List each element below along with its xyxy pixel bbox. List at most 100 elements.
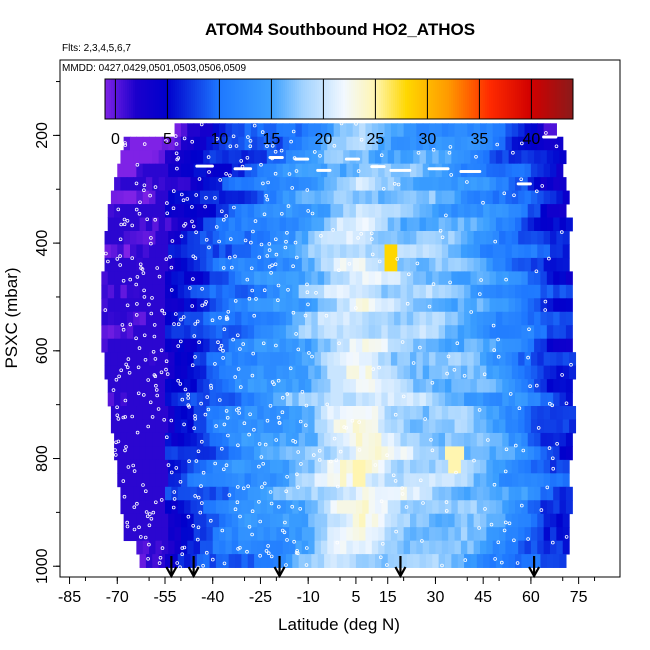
colorbar-swatch [469,79,472,119]
heat-cell [499,257,507,272]
heat-cell [276,352,284,367]
sample-point [276,415,281,420]
sample-point [181,198,186,203]
colorbar-swatch [341,79,344,119]
heat-cell [149,136,157,151]
sample-point [186,403,191,408]
heat-cell [254,446,262,461]
heat-cell [193,419,201,434]
heat-cell [254,392,262,407]
heat-cell [336,311,344,326]
heat-cell [381,338,389,353]
sample-point [141,483,145,487]
colorbar-swatch [287,79,290,119]
heat-cell [397,365,405,380]
heat-cell [508,284,516,299]
heat-cell [515,217,522,232]
heat-cell [502,392,510,407]
heat-cell [324,432,332,447]
sample-point [123,398,128,403]
heat-cell [454,473,462,488]
heat-cell [193,163,201,178]
heat-cell [416,230,424,245]
heat-cell [448,527,456,542]
colorbar-swatch [299,79,302,119]
colorbar-swatch [179,79,182,119]
heat-cell [400,177,408,191]
sample-point [116,417,121,421]
heat-cell [384,163,392,178]
heat-cell [518,257,526,272]
heat-cell [371,419,379,434]
heat-cell [314,257,322,272]
heat-cell [565,325,573,340]
heat-cell [400,204,408,218]
heat-cell [327,244,335,259]
sample-point [201,563,205,568]
heat-cell [352,513,360,528]
heat-cell [492,190,500,205]
heat-cell [184,432,192,447]
sample-point [350,418,355,423]
heat-cell [228,284,236,299]
sample-point [150,296,154,300]
colorbar-swatch [211,79,214,119]
heat-cell [336,500,344,515]
heat-cell [295,136,303,151]
heat-cell [419,271,427,286]
colorbar-tick-label: 30 [419,131,437,148]
heat-cell [438,177,446,191]
heat-cell [416,540,424,555]
sample-point [192,334,197,338]
heat-cell [473,365,481,380]
colorbar-swatch [541,79,544,119]
heat-cell [270,244,277,259]
sample-point [237,411,242,415]
sample-point [280,410,285,415]
heat-cell [107,379,115,393]
sample-point [123,448,127,453]
heat-cell [419,217,427,232]
heat-cell [270,540,277,555]
heat-cell [518,459,526,474]
sample-point [247,524,252,529]
heat-cell [149,365,157,380]
heat-cell [368,379,376,393]
heat-cell [257,163,265,178]
heat-cell [206,257,214,272]
heat-cell [400,379,408,393]
sample-point [239,385,243,389]
heat-cell [203,284,211,299]
heat-cell [352,123,360,138]
heat-cell [200,513,207,528]
heat-cell [301,190,309,205]
heat-cell [505,244,513,259]
heat-cell [203,204,211,218]
heat-cell [101,298,109,313]
heat-cell [460,527,468,542]
sample-point [527,327,531,332]
colorbar-swatch [335,79,338,119]
sample-point [274,252,279,257]
heat-cell [292,379,300,393]
heat-cell [556,473,564,488]
heat-cell [171,325,179,340]
sample-point [293,440,298,444]
heat-cell [171,446,179,461]
heat-cell [511,136,519,151]
sample-point [122,217,127,222]
heat-cell [349,554,357,568]
sample-point [385,563,389,567]
heat-cell [346,230,354,245]
heat-cell [165,432,172,447]
heat-cell [387,392,395,407]
heat-cell [317,432,325,447]
heat-cell [355,217,363,232]
heat-cell [387,204,395,218]
heat-cell [305,446,312,461]
heat-cell [219,513,227,528]
colorbar-swatch [345,79,348,119]
heat-cell [222,325,230,340]
colorbar-swatch [565,79,568,119]
heat-cell [546,446,554,461]
